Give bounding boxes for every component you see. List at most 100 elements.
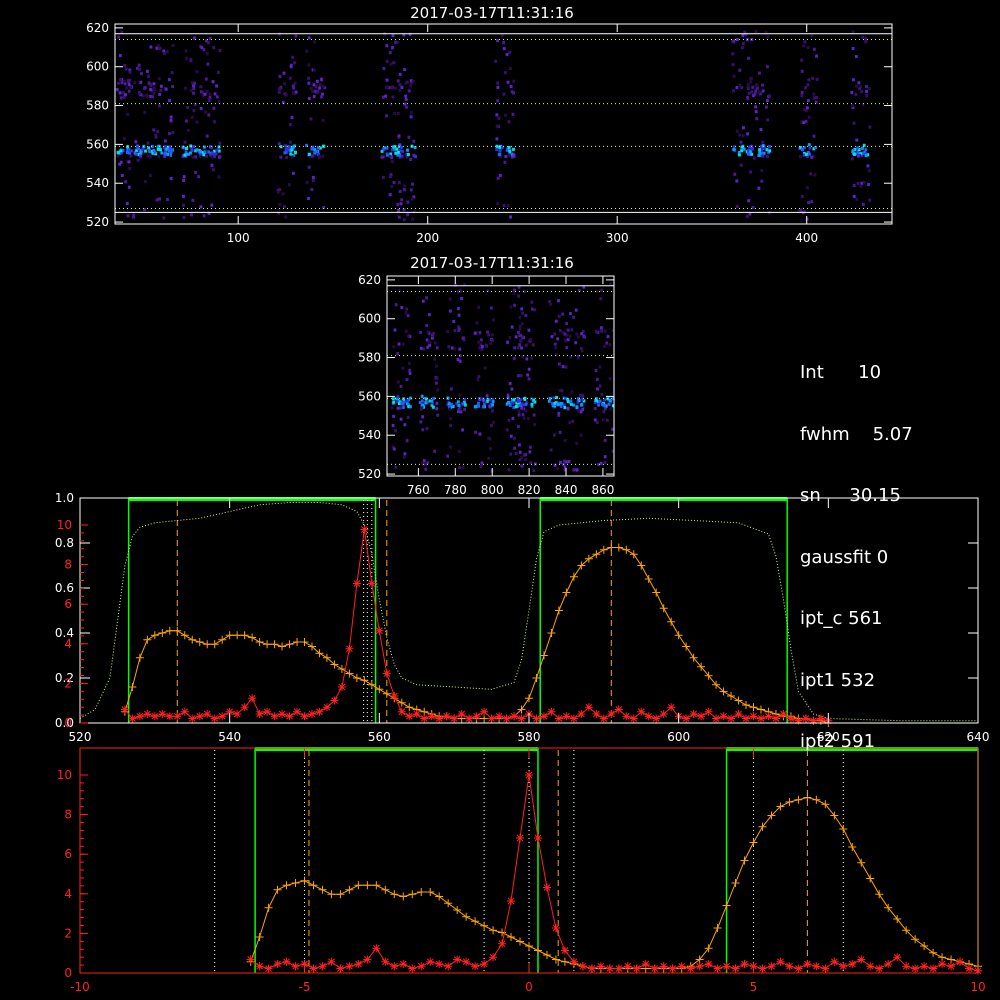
hm1-pixel	[279, 155, 283, 159]
prof1-point-red	[143, 710, 152, 718]
hm1-pixel	[389, 102, 393, 106]
hm2-pixel	[557, 314, 561, 318]
hm1-pixel	[741, 41, 745, 46]
hm1-pixel	[284, 144, 288, 148]
hm2-pixel	[394, 429, 398, 433]
prof2-point-red	[830, 957, 839, 966]
hm2-pixel	[533, 422, 537, 426]
hm1-pixel	[397, 134, 401, 138]
hm1-frame	[114, 23, 893, 225]
hm1-pixel	[499, 173, 502, 177]
prof2-point-red	[623, 962, 632, 971]
hm1-pixel	[760, 154, 764, 158]
prof2-point-red	[264, 964, 273, 973]
hm1-pixel	[864, 148, 868, 152]
hm2-pixel	[461, 402, 465, 406]
hm2-pixel	[576, 356, 580, 360]
hm1-pixel	[118, 54, 122, 58]
hm1-pixel	[397, 215, 401, 219]
hm2-pixel	[402, 397, 405, 401]
prof1-point-orange	[480, 714, 489, 723]
hm2-pixel	[432, 405, 435, 409]
hm1-pixel	[760, 168, 764, 173]
prof1-point-red	[240, 703, 249, 712]
info-value: 561	[848, 608, 883, 629]
hm1-pixel	[310, 147, 314, 151]
hm1-pixel	[216, 70, 220, 74]
hm1-pixel	[318, 154, 322, 158]
hm2-pixel	[517, 409, 521, 414]
hm1-pixel	[757, 71, 761, 75]
prof2-point-red	[542, 883, 551, 892]
hm2-pixel	[506, 340, 509, 344]
hm1-pixel	[189, 59, 193, 63]
hm1-pixel	[755, 117, 759, 121]
hm2-pixel	[399, 417, 403, 421]
hm2-pixel	[477, 401, 480, 405]
prof1-point-red	[712, 714, 721, 723]
hm2-pixel	[508, 381, 512, 386]
prof1-point-orange	[255, 638, 264, 646]
hm1-pixel	[276, 190, 280, 194]
hm1-pixel	[192, 84, 195, 88]
hm1-pixel	[184, 49, 188, 53]
hm2-pixel	[435, 407, 439, 411]
hm1-pixel	[803, 40, 807, 44]
hm2-pixel	[436, 413, 440, 417]
hm1-pixel	[389, 173, 393, 177]
info-value: 0	[876, 546, 889, 568]
hm1-pixel	[398, 149, 402, 153]
hm2-pixel	[577, 289, 581, 293]
hm1-pixel	[857, 147, 861, 152]
hm1-pixel	[753, 92, 757, 96]
hm2-pixel	[600, 329, 604, 333]
hm2-pixel	[448, 297, 452, 301]
hm2-pixel	[593, 418, 597, 422]
prof2-point-red	[327, 957, 336, 966]
hm1-pixel	[851, 104, 855, 108]
hm2-pixel	[424, 397, 428, 401]
hm1-pixel	[136, 158, 140, 162]
hm2-pixel	[512, 398, 516, 402]
hm1-pixel	[129, 154, 133, 158]
hm1-pixel	[807, 143, 811, 147]
prof2-ytick-red-label: 10	[57, 768, 72, 782]
prof1-point-red	[248, 694, 257, 703]
hm1-pixel	[815, 54, 818, 58]
hm1-pixel	[812, 134, 816, 138]
prof1-point-orange	[180, 631, 189, 640]
hm2-pixel	[602, 410, 606, 414]
hm1-pixel	[288, 122, 292, 127]
prof1-point-orange	[225, 631, 234, 640]
hm1-pixel	[501, 145, 505, 149]
hm1-pixel	[159, 84, 163, 88]
hm1-pixel	[294, 34, 298, 38]
hm2-pixel	[458, 393, 462, 397]
hm1-pixel	[181, 153, 185, 158]
hm1-pixel	[163, 152, 167, 156]
hm2-pixel	[603, 329, 607, 333]
info-label: ipt_c	[800, 608, 843, 629]
hm1-pixel	[154, 135, 158, 139]
hm1-pixel	[805, 109, 808, 113]
hm2-pixel	[563, 406, 567, 410]
hm2-pixel	[563, 403, 566, 407]
hm2-pixel	[463, 398, 467, 402]
hm1-pixel	[119, 96, 123, 100]
hm1-pixel	[214, 152, 218, 156]
hm2-pixel	[551, 402, 555, 406]
prof2-point-red	[551, 924, 560, 932]
hm1-pixel	[401, 149, 404, 153]
hm1-pixel	[315, 149, 319, 153]
hm1-pixel	[758, 92, 762, 96]
prof1-point-red	[510, 712, 519, 721]
prof1-point-red	[442, 712, 451, 721]
hm1-pixel	[504, 154, 508, 159]
hm2-pixel	[508, 336, 512, 340]
prof2-point-red	[560, 946, 569, 955]
prof1-point-red	[195, 712, 204, 721]
prof1-point-orange	[667, 617, 676, 626]
hm1-pixel	[390, 155, 393, 159]
hm1-xtick-label: 400	[795, 231, 818, 245]
prof1-point-orange	[599, 545, 608, 554]
